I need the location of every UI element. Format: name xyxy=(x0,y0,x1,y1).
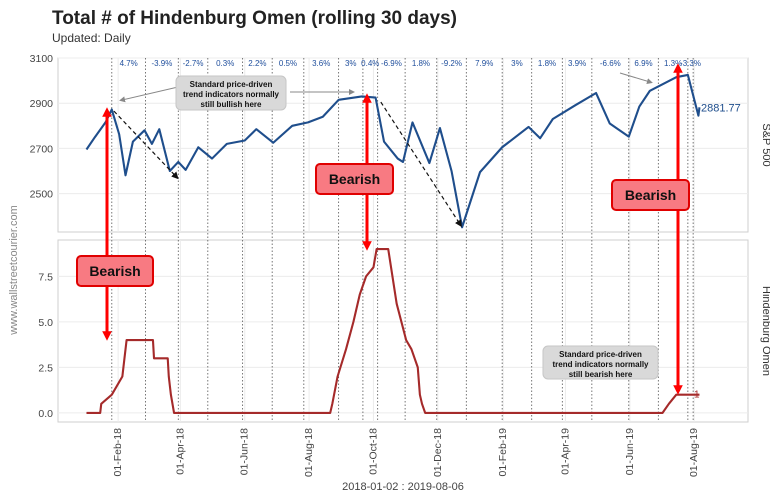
top-y-tick-label: 2900 xyxy=(30,98,54,110)
bottom-y-tick-label: 2.5 xyxy=(38,362,53,374)
period-return-label: -6.9% xyxy=(381,59,402,68)
period-return-label: -2.7% xyxy=(183,59,204,68)
x-tick-label: 01-Aug-18 xyxy=(303,428,315,477)
period-return-label: 0.5% xyxy=(279,59,297,68)
bearish-note-text: trend indicators normally xyxy=(552,360,649,369)
period-return-label: 0.3% xyxy=(216,59,234,68)
x-axis-range-label: 2018-01-02 : 2019-08-06 xyxy=(342,481,464,493)
bullish-note-box xyxy=(175,75,287,111)
x-tick-label: 01-Feb-18 xyxy=(112,428,124,477)
note-pointer-arrow xyxy=(619,72,653,85)
period-return-label: 3.6% xyxy=(312,59,330,68)
dashed-trend-arrow xyxy=(380,101,462,228)
x-tick-label: 01-Feb-19 xyxy=(497,428,509,477)
bearish-label-box xyxy=(76,255,154,287)
period-return-label: -3.9% xyxy=(151,59,172,68)
top-y-tick-label: 2700 xyxy=(30,143,54,155)
bearish-label-text: Bearish xyxy=(329,171,380,187)
strip-label-sp500: S&P 500 xyxy=(760,123,770,166)
top-y-tick-label: 2500 xyxy=(30,189,54,201)
bullish-note-text: trend indicators normally xyxy=(183,90,280,99)
period-return-label: 0.4% xyxy=(361,59,379,68)
bottom-y-tick-label: 5.0 xyxy=(38,317,53,329)
x-tick-label: 01-Aug-19 xyxy=(688,428,700,477)
x-tick-label: 01-Oct-18 xyxy=(367,428,379,475)
sp500-last-value: 2881.77 xyxy=(701,102,741,114)
bearish-note-text: Standard price-driven xyxy=(559,350,642,359)
chart-title: Total # of Hindenburg Omen (rolling 30 d… xyxy=(52,8,458,29)
chart-subtitle: Updated: Daily xyxy=(52,31,131,45)
period-return-label: -3.3% xyxy=(680,59,701,68)
period-return-label: 6.9% xyxy=(634,59,652,68)
note-pointer-arrow xyxy=(119,86,179,103)
bearish-label-text: Bearish xyxy=(89,263,140,279)
dashed-trend-arrow xyxy=(113,110,179,180)
period-return-label: 2.2% xyxy=(248,59,266,68)
hindenburg-omen-line xyxy=(86,248,700,414)
x-tick-label: 01-Jun-18 xyxy=(239,428,251,475)
bearish-note-text: still bearish here xyxy=(569,370,633,379)
period-return-label: -6.6% xyxy=(600,59,621,68)
bearish-note-box xyxy=(542,345,659,380)
bearish-label-text: Bearish xyxy=(625,187,676,203)
period-return-label: 3.9% xyxy=(568,59,586,68)
period-return-label: 1.8% xyxy=(412,59,430,68)
bullish-note-text: still bullish here xyxy=(201,100,262,109)
bottom-y-tick-label: 0.0 xyxy=(38,408,53,420)
period-return-label: 1.8% xyxy=(538,59,556,68)
period-return-label: 3% xyxy=(511,59,523,68)
period-return-label: 4.7% xyxy=(120,59,138,68)
bottom-y-tick-label: 7.5 xyxy=(38,271,53,283)
bearish-label-box xyxy=(315,163,394,195)
top-y-tick-label: 3100 xyxy=(30,53,54,65)
x-tick-label: 01-Dec-18 xyxy=(432,428,444,477)
strip-label-omen: Hindenburg Omen xyxy=(760,286,770,376)
bearish-label-box xyxy=(611,179,690,211)
period-return-label: -9.2% xyxy=(441,59,462,68)
period-return-label: 1.3% xyxy=(664,59,682,68)
bullish-note-text: Standard price-driven xyxy=(190,80,273,89)
period-return-label: 3% xyxy=(345,59,357,68)
omen-last-value: 1 xyxy=(694,390,700,401)
x-tick-label: 01-Jun-19 xyxy=(624,428,636,475)
x-tick-label: 01-Apr-18 xyxy=(174,428,186,475)
x-tick-label: 01-Apr-19 xyxy=(559,428,571,475)
period-return-label: 7.9% xyxy=(475,59,493,68)
